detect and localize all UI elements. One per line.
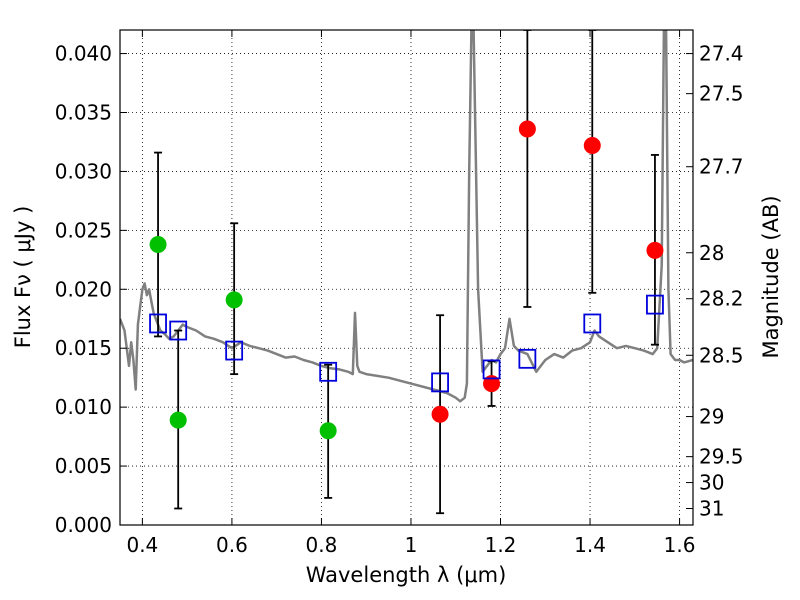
grid-lines xyxy=(120,30,693,526)
model-square xyxy=(149,313,167,334)
right-tick-label: 27.5 xyxy=(699,82,744,106)
model-square xyxy=(225,340,244,361)
x-tick-label: 1.6 xyxy=(664,533,696,557)
y-tick-label: 0.035 xyxy=(55,101,112,125)
y-axis-label: Flux Fν ( μJy ) xyxy=(11,206,35,349)
y-tick-label: 0.000 xyxy=(55,513,112,537)
data-point xyxy=(483,375,501,393)
y-tick-label: 0.005 xyxy=(55,454,112,478)
spectrum-line xyxy=(120,30,693,403)
model-square xyxy=(319,361,338,382)
x-tick-label: 0.4 xyxy=(126,533,158,557)
right-tick-label: 27.4 xyxy=(699,42,744,66)
right-tick-label: 28.2 xyxy=(699,287,744,311)
data-point xyxy=(583,137,601,154)
x-tick-label: 1 xyxy=(405,533,418,557)
right-tick-label: 29 xyxy=(699,405,724,429)
y-tick-label: 0.025 xyxy=(55,218,112,242)
right-tick-label: 30 xyxy=(699,471,724,495)
y-axis-label-right: Magnitude (AB) xyxy=(759,195,783,358)
data-point xyxy=(169,411,187,429)
x-tick-label: 1.2 xyxy=(485,533,517,557)
right-tick-label: 28.5 xyxy=(699,343,744,367)
data-point xyxy=(646,241,664,259)
x-tick-label: 0.8 xyxy=(306,533,338,557)
plot-background xyxy=(120,30,693,525)
plot-frame xyxy=(119,29,694,526)
data-point xyxy=(225,291,243,309)
y-tick-label: 0.015 xyxy=(55,336,112,360)
right-tick-label: 29.5 xyxy=(699,445,744,469)
model-square xyxy=(169,320,188,341)
model-square xyxy=(583,313,602,334)
y-tick-label: 0.010 xyxy=(55,395,112,419)
model-square xyxy=(431,372,449,393)
x-tick-label: 1.4 xyxy=(574,533,606,557)
right-tick-label: 31 xyxy=(699,497,724,521)
plot-area xyxy=(120,30,693,515)
data-point xyxy=(149,236,167,253)
right-tick-label: 27.7 xyxy=(699,155,744,179)
x-axis-label: Wavelength λ (μm) xyxy=(306,563,507,587)
y-tick-label: 0.040 xyxy=(55,42,112,66)
data-point xyxy=(518,120,536,138)
x-tick-label: 0.6 xyxy=(216,533,248,557)
data-point xyxy=(319,422,337,440)
right-tick-label: 28 xyxy=(699,241,724,265)
model-square xyxy=(518,348,537,369)
y-tick-label: 0.020 xyxy=(55,277,112,301)
model-square xyxy=(646,294,664,315)
data-point xyxy=(431,405,449,423)
model-square xyxy=(482,359,501,380)
axes: 0.4 0.6 0.8 1 1.2 1.4 1.6 0.000 0.005 0.010 0.015 0… xyxy=(55,30,744,557)
y-tick-label: 0.030 xyxy=(55,159,112,183)
